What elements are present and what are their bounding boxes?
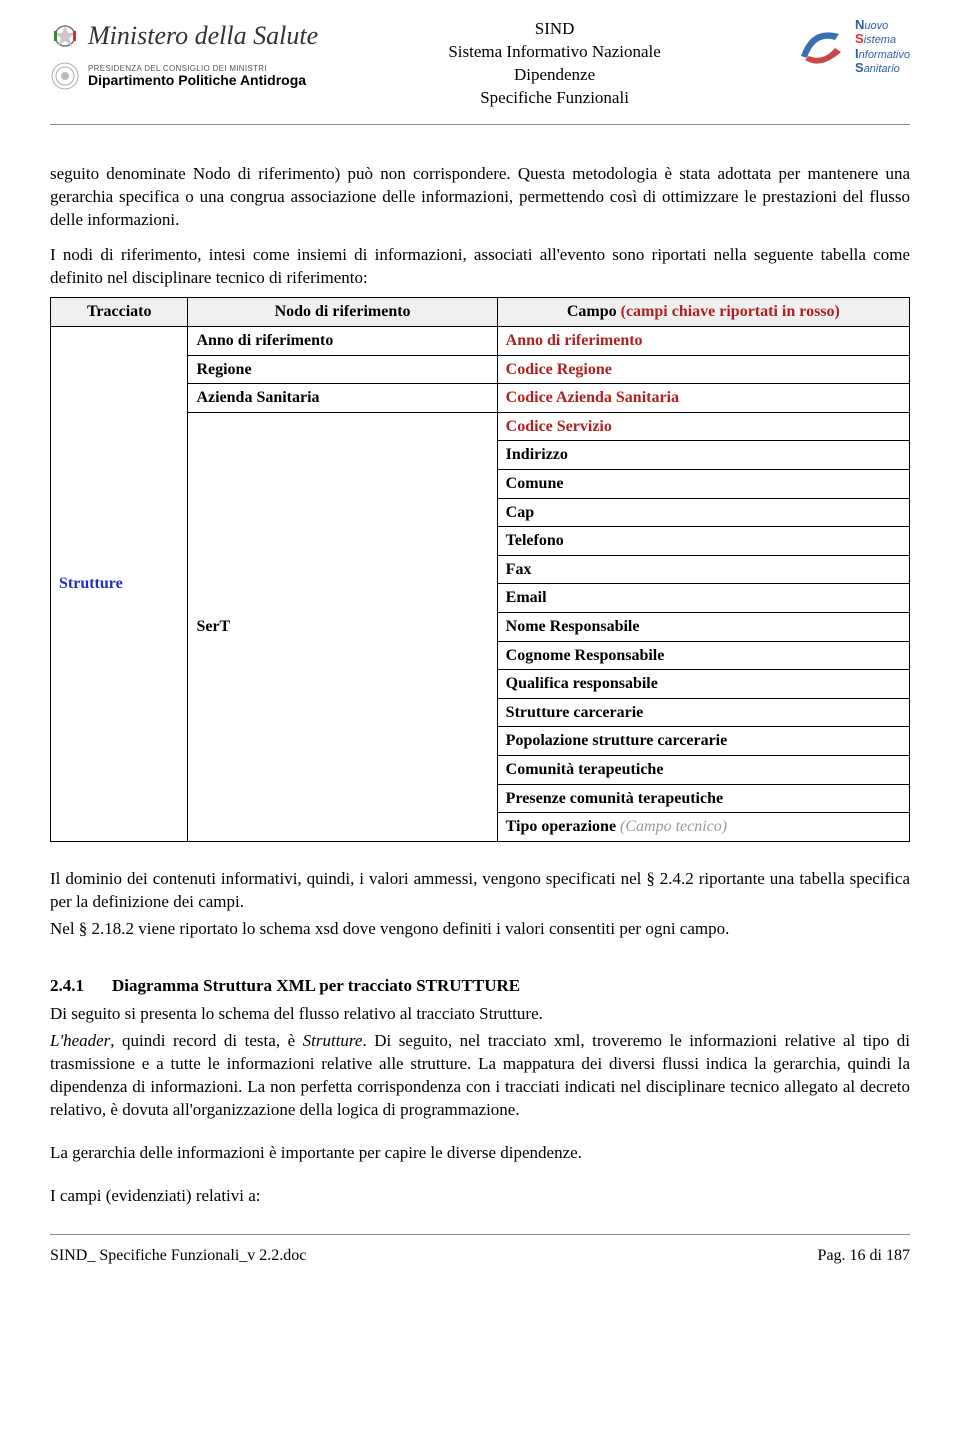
paragraph-7: La gerarchia delle informazioni è import… [50,1142,910,1165]
footer-left: SIND_ Specifiche Funzionali_v 2.2.doc [50,1245,306,1267]
nodo-cell: Regione [188,355,497,384]
campo-cell: Email [497,584,909,613]
nsis-text: NNuovouovo Sistema Informativo Sanitario [855,18,910,75]
header-right: NNuovouovo Sistema Informativo Sanitario [791,18,910,75]
campo-cell: Comunità terapeutiche [497,755,909,784]
campo-cell: Cap [497,498,909,527]
campo-cell: Codice Regione [497,355,909,384]
campo-cell: Cognome Responsabile [497,641,909,670]
paragraph-6: L'header, quindi record di testa, è Stru… [50,1030,910,1122]
nsis-s: Sistema [855,32,910,46]
header-center: SIND Sistema Informativo Nazionale Dipen… [318,18,791,110]
campo-cell: Indirizzo [497,441,909,470]
ministero-row: Ministero della Salute [50,18,318,53]
header-title-4: Specifiche Funzionali [328,87,781,110]
reference-table: Tracciato Nodo di riferimento Campo (cam… [50,297,910,841]
paragraph-1: seguito denominate Nodo di riferimento) … [50,163,910,232]
page-header: Ministero della Salute PRESIDENZA DEL CO… [50,18,910,125]
th-nodo: Nodo di riferimento [188,298,497,327]
section-heading: 2.4.1 Diagramma Struttura XML per traccia… [50,975,910,998]
th-campo: Campo (campi chiave riportati in rosso) [497,298,909,327]
nsis-sa: Sanitario [855,61,910,75]
header-title-3: Dipendenze [328,64,781,87]
table-header-row: Tracciato Nodo di riferimento Campo (cam… [51,298,910,327]
dpa-block: PRESIDENZA DEL CONSIGLIO DEI MINISTRI Di… [88,65,306,88]
nodo-cell: Azienda Sanitaria [188,384,497,413]
nodo-cell: SerT [188,412,497,841]
campo-cell: Qualifica responsabile [497,670,909,699]
campo-cell: Telefono [497,527,909,556]
campo-cell: Comune [497,470,909,499]
italy-emblem-icon [50,19,80,53]
ministero-label: Ministero della Salute [88,18,318,53]
dpa-seal-icon [50,61,80,91]
table-row: StruttureAnno di riferimentoAnno di rife… [51,327,910,356]
paragraph-5: Di seguito si presenta lo schema del flu… [50,1003,910,1026]
campo-cell: Tipo operazione (Campo tecnico) [497,813,909,842]
paragraph-3: Il dominio dei contenuti informativi, qu… [50,868,910,914]
paragraph-2: I nodi di riferimento, intesi come insie… [50,244,910,290]
section-title: Diagramma Struttura XML per tracciato ST… [112,976,520,995]
campo-cell: Nome Responsabile [497,612,909,641]
campo-cell: Strutture carcerarie [497,698,909,727]
campo-cell: Codice Servizio [497,412,909,441]
th-tracciato: Tracciato [51,298,188,327]
nsis-n: NNuovouovo [855,18,910,32]
nodo-cell: Anno di riferimento [188,327,497,356]
paragraph-4: Nel § 2.18.2 viene riportato lo schema x… [50,918,910,941]
campo-cell: Presenze comunità terapeutiche [497,784,909,813]
dpa-bold-label: Dipartimento Politiche Antidroga [88,73,306,88]
paragraph-8: I campi (evidenziati) relativi a: [50,1185,910,1208]
header-title-1: SIND [328,18,781,41]
campo-cell: Popolazione strutture carcerarie [497,727,909,756]
page-footer: SIND_ Specifiche Funzionali_v 2.2.doc Pa… [50,1234,910,1267]
header-title-2: Sistema Informativo Nazionale [328,41,781,64]
nsis-logo-icon [791,18,849,70]
section-number: 2.4.1 [50,975,84,998]
tracciato-cell: Strutture [51,327,188,842]
footer-right: Pag. 16 di 187 [818,1245,910,1267]
header-left: Ministero della Salute PRESIDENZA DEL CO… [50,18,318,91]
campo-cell: Codice Azienda Sanitaria [497,384,909,413]
campo-cell: Fax [497,555,909,584]
nsis-i: Informativo [855,47,910,61]
campo-cell: Anno di riferimento [497,327,909,356]
dpa-row: PRESIDENZA DEL CONSIGLIO DEI MINISTRI Di… [50,61,318,91]
